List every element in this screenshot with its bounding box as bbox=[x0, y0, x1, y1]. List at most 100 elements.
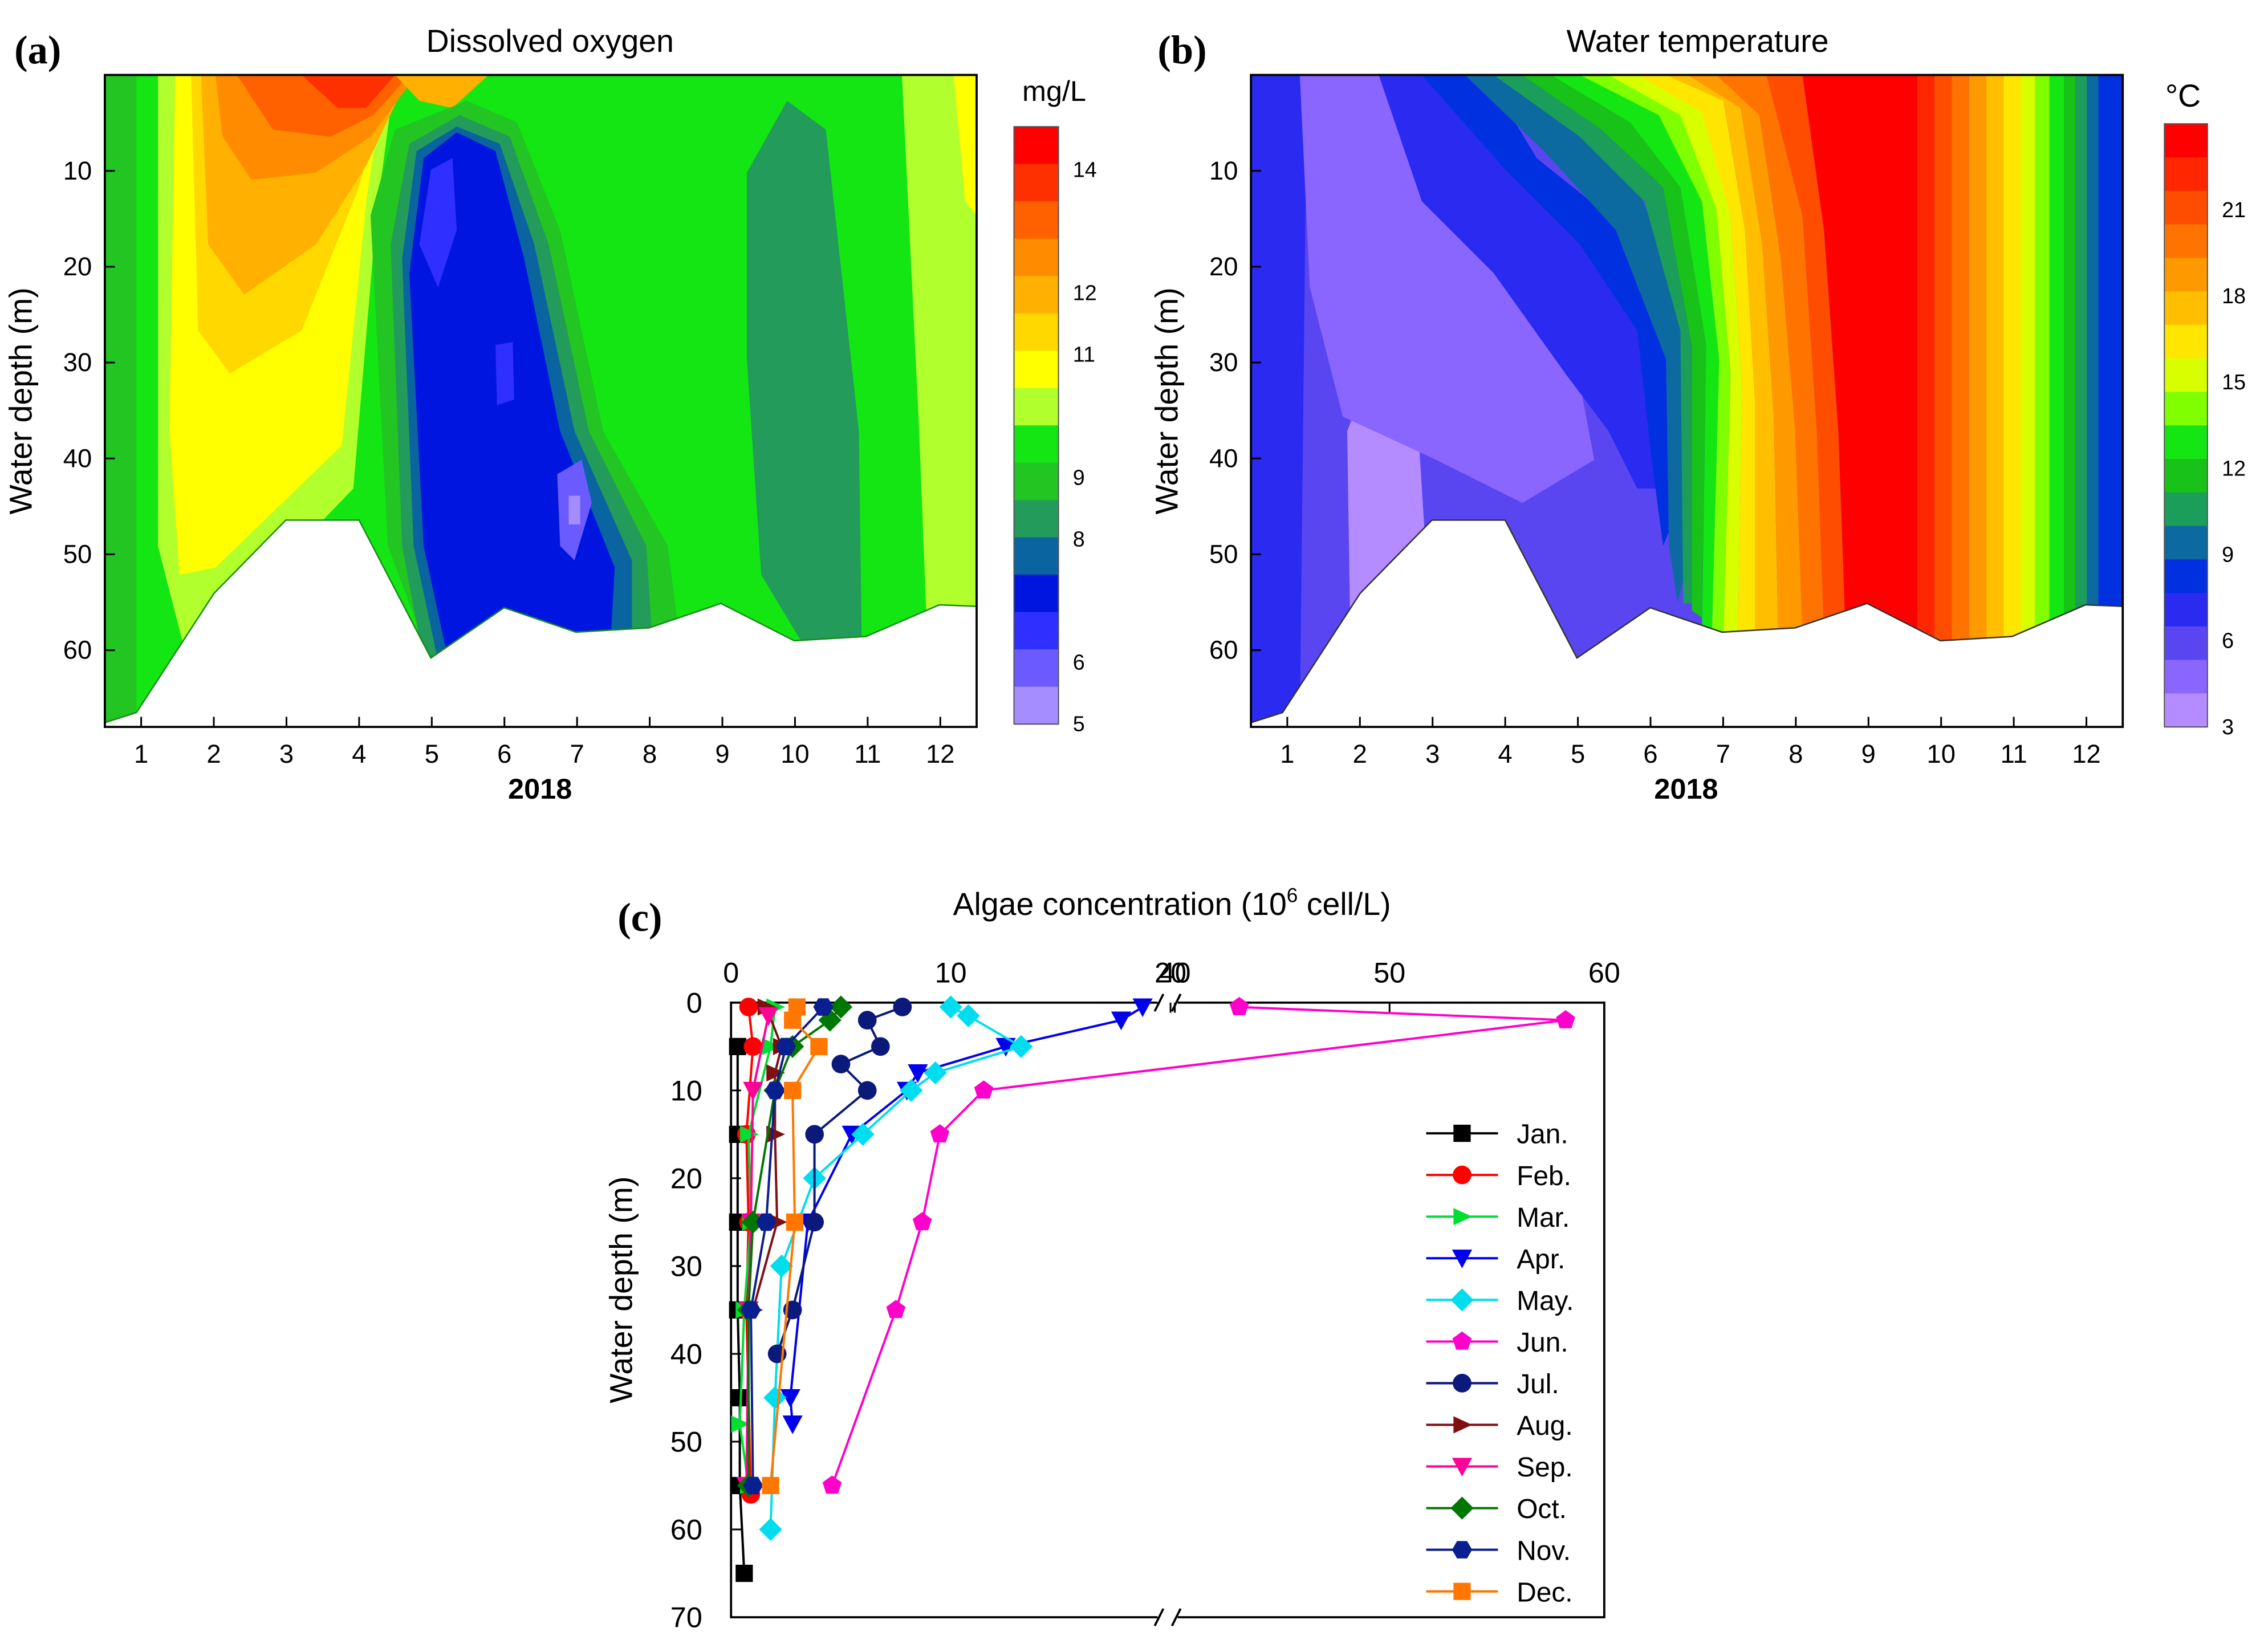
y-tick-label: 50 bbox=[1209, 540, 1238, 569]
wt-band-oct-3 bbox=[2003, 75, 2021, 650]
y-tick-label: 40 bbox=[1209, 443, 1238, 473]
series-line-may bbox=[769, 1006, 1025, 1530]
x-tick-label: 2 bbox=[1353, 739, 1367, 768]
x-tick-label: 11 bbox=[854, 739, 881, 768]
x-tick-label: 4 bbox=[1498, 739, 1513, 768]
colorbar-frame bbox=[2164, 123, 2208, 728]
legend-marker bbox=[1452, 1250, 1473, 1268]
legend-item-oct: Oct. bbox=[1426, 1494, 1567, 1524]
y-tick-label: 40 bbox=[63, 443, 92, 473]
y-tick-label: 60 bbox=[63, 636, 92, 665]
colorbar-swatch bbox=[1014, 276, 1059, 314]
colorbar-swatch bbox=[2164, 526, 2208, 560]
wt-band-17 bbox=[1716, 75, 1824, 632]
algae-series-group bbox=[729, 995, 1575, 1582]
colorbar-swatch bbox=[1014, 127, 1059, 165]
break-gap-bottom bbox=[1157, 1608, 1178, 1626]
y-tick-label: 30 bbox=[670, 1250, 702, 1283]
legend-item-sep: Sep. bbox=[1426, 1452, 1573, 1483]
panel-b-xlabel: 2018 bbox=[1654, 772, 1718, 805]
data-point-may bbox=[763, 1386, 787, 1410]
data-point-jun bbox=[930, 1124, 950, 1143]
y-tick-label: 10 bbox=[63, 156, 92, 185]
y-tick-label: 20 bbox=[63, 252, 92, 281]
data-point-dec bbox=[762, 1476, 779, 1495]
x-tick-label: 7 bbox=[570, 739, 584, 768]
data-point-nov bbox=[813, 998, 834, 1016]
panel-a-label: (a) bbox=[14, 28, 61, 72]
legend-marker bbox=[1452, 1331, 1472, 1350]
data-point-jun bbox=[912, 1212, 932, 1231]
data-point-jun bbox=[1556, 1010, 1575, 1028]
data-point-jun bbox=[886, 1300, 906, 1319]
data-point-jul bbox=[893, 998, 912, 1016]
data-point-mar bbox=[731, 1415, 750, 1433]
data-point-may bbox=[770, 1254, 794, 1278]
x-tick-label: 12 bbox=[926, 739, 954, 768]
panel-a-xlabel: 2018 bbox=[508, 772, 572, 805]
panel-b-frame bbox=[1250, 74, 2124, 729]
legend-marker bbox=[1450, 1288, 1474, 1312]
panel-algae-concentration: (c) Algae concentration (106 cell/L) 0 10… bbox=[603, 885, 1620, 1634]
data-point-dec bbox=[784, 1011, 802, 1029]
do-edge-band bbox=[104, 75, 137, 727]
panel-a-unit: mg/L bbox=[1022, 75, 1086, 107]
legend-item-feb: Feb. bbox=[1426, 1161, 1571, 1191]
x-tick-label: 8 bbox=[643, 739, 657, 768]
wt-contour-field bbox=[1251, 75, 2123, 727]
legend-label: Jul. bbox=[1517, 1369, 1559, 1399]
colorbar-swatch bbox=[2164, 190, 2208, 225]
legend-label: Apr. bbox=[1517, 1244, 1565, 1275]
legend-item-jan: Jan. bbox=[1426, 1120, 1568, 1150]
panel-b-x-axis: 1 2 3 4 5 6 7 8 9 10 11 12 bbox=[1280, 717, 2101, 768]
data-point-aug bbox=[766, 1064, 785, 1082]
legend-marker bbox=[1452, 1541, 1473, 1559]
x-tick-label: 4 bbox=[352, 739, 366, 768]
do-band-5 bbox=[568, 495, 580, 524]
data-point-jan bbox=[735, 1564, 753, 1582]
do-band-top-mid bbox=[395, 75, 489, 108]
data-point-feb bbox=[743, 1037, 763, 1056]
x-tick-label: 3 bbox=[279, 739, 294, 768]
x-tick-label: 10 bbox=[935, 957, 967, 989]
colorbar-swatch bbox=[1014, 686, 1059, 725]
wt-band-sep-1 bbox=[1917, 75, 1935, 650]
x-tick-label: 10 bbox=[781, 739, 809, 768]
colorbar-swatch bbox=[1014, 500, 1059, 538]
legend-item-apr: Apr. bbox=[1426, 1244, 1565, 1275]
data-point-feb bbox=[739, 998, 758, 1016]
colorbar-swatch bbox=[2164, 458, 2208, 493]
data-point-jun bbox=[1229, 996, 1249, 1015]
colorbar-tick-label: 21 bbox=[2222, 198, 2246, 222]
legend-label: Jun. bbox=[1517, 1328, 1568, 1358]
colorbar-tick-label: 15 bbox=[2222, 371, 2246, 394]
colorbar-swatch bbox=[2164, 324, 2208, 359]
panel-a-colorbar: 14 12 11 9 8 6 5 bbox=[1013, 126, 1097, 737]
colorbar-swatch bbox=[2164, 392, 2208, 426]
legend-label: Aug. bbox=[1517, 1411, 1572, 1441]
data-point-dec bbox=[810, 1037, 828, 1055]
wt-band-12 bbox=[1580, 75, 1731, 632]
y-tick-label: 60 bbox=[670, 1513, 702, 1546]
data-point-may bbox=[924, 1061, 947, 1085]
colorbar-swatch bbox=[2164, 425, 2208, 460]
x-tick-label: 6 bbox=[497, 739, 511, 768]
colorbar-frame bbox=[1013, 126, 1059, 725]
colorbar-swatch bbox=[2164, 157, 2208, 192]
data-point-apr bbox=[1132, 998, 1153, 1018]
panel-b-title: Water temperature bbox=[1567, 23, 1829, 59]
data-point-dec bbox=[784, 1081, 802, 1099]
y-tick-label: 40 bbox=[670, 1338, 702, 1370]
x-tick-label: 3 bbox=[1425, 739, 1440, 768]
data-point-sep bbox=[758, 1007, 779, 1026]
data-point-apr bbox=[908, 1064, 928, 1083]
colorbar-swatch bbox=[2164, 291, 2208, 326]
do-lakebed-mask bbox=[104, 520, 977, 727]
do-band-5-5a bbox=[419, 158, 457, 288]
colorbar-swatch bbox=[2164, 358, 2208, 393]
colorbar-swatch bbox=[1014, 612, 1059, 650]
data-point-mar bbox=[739, 1125, 759, 1144]
x-tick-label: 5 bbox=[1571, 739, 1585, 768]
wt-jan-band bbox=[1251, 75, 1307, 727]
colorbar-tick-label: 9 bbox=[1073, 466, 1085, 490]
